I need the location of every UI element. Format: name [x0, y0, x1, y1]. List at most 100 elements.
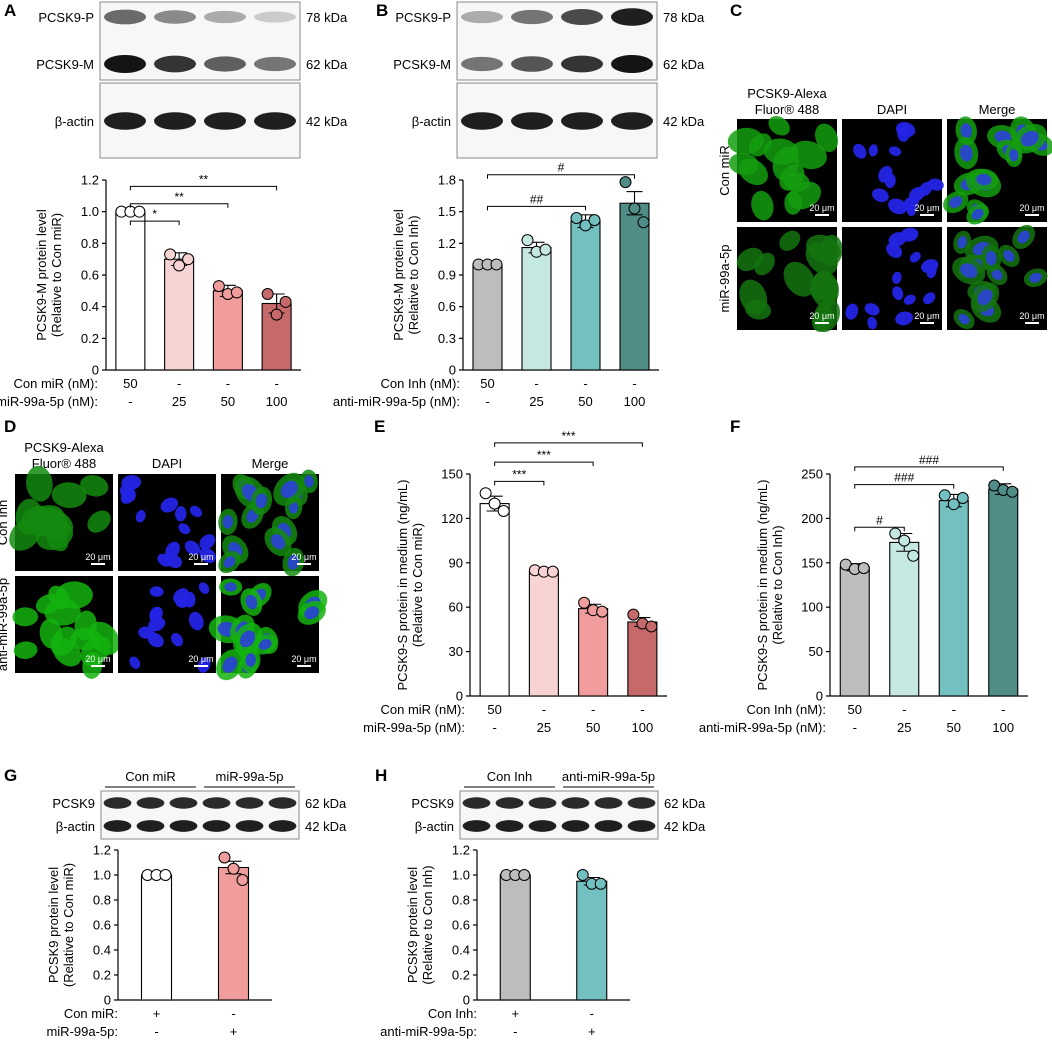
- condition-value: 25: [529, 394, 543, 409]
- data-point: [539, 243, 552, 256]
- significance-label: ***: [512, 467, 526, 481]
- data-point: [637, 216, 650, 229]
- cell-nucleus: [188, 611, 204, 631]
- y-tick-label: 1.2: [81, 173, 99, 188]
- cell-nucleus: [1009, 149, 1019, 162]
- condition-label: anti-miR-99a-5p (nM):: [699, 720, 826, 735]
- bar: [938, 500, 969, 697]
- significance-bracket: [494, 461, 594, 467]
- cell-cytoplasm: [51, 482, 87, 509]
- cell-cytoplasm: [783, 172, 810, 192]
- data-point: [579, 219, 592, 232]
- condition-label: Con Inh (nM):: [747, 702, 826, 717]
- cell-nucleus: [949, 196, 963, 208]
- data-point: [230, 286, 243, 299]
- cell-nucleus: [304, 475, 314, 488]
- y-tick-label: 0.6: [438, 299, 456, 314]
- blot-kda-label: 62 kDa: [663, 57, 705, 72]
- column-label: Fluor® 488: [755, 102, 820, 117]
- panel-letter: D: [4, 417, 16, 436]
- blot-row-label: β-actin: [55, 114, 94, 129]
- group-label: Con Inh: [487, 769, 533, 784]
- significance-label: #: [876, 513, 883, 527]
- blot-row-label: PCSK9-M: [36, 57, 94, 72]
- condition-label: miR-99a-5p (nM):: [0, 394, 98, 409]
- bar: [115, 211, 146, 371]
- y-tick-label: 250: [801, 467, 823, 482]
- blot-band: [511, 112, 553, 130]
- y-tick-label: 1.0: [452, 868, 470, 883]
- bar: [528, 571, 559, 697]
- y-tick-label: 100: [801, 600, 823, 615]
- condition-value: 50: [578, 394, 592, 409]
- data-point: [227, 862, 240, 875]
- panel-letter: A: [4, 1, 16, 20]
- cell-cytoplasm: [50, 626, 77, 656]
- data-point: [578, 596, 591, 609]
- condition-label: Con Inh:: [428, 1006, 477, 1021]
- bar: [627, 621, 658, 697]
- cell-nucleus: [1029, 272, 1042, 283]
- cell-nucleus: [222, 514, 234, 529]
- panel-letter: B: [376, 1, 388, 20]
- western-blot: PCSK9 62 kDa β-actin 42 kDa: [411, 790, 706, 840]
- blot-band: [511, 56, 553, 72]
- y-axis-label: (Relative to Con Inh): [406, 215, 421, 334]
- cell-nucleus: [872, 188, 889, 203]
- cell-nucleus: [129, 656, 141, 669]
- panel-letter: E: [374, 417, 385, 436]
- bar: [217, 866, 250, 1001]
- scale-label: 20 μm: [914, 203, 939, 213]
- condition-label: Con miR (nM):: [13, 376, 98, 391]
- scale-label: 20 μm: [291, 552, 316, 562]
- significance-label: #: [558, 161, 565, 175]
- cell-cytoplasm: [748, 133, 772, 157]
- row-label: anti-miR-99a-5p: [0, 578, 10, 671]
- bar: [164, 258, 195, 371]
- cell-cytoplasm: [87, 510, 111, 533]
- cell-nucleus: [255, 493, 268, 509]
- y-tick-label: 60: [449, 600, 463, 615]
- y-axis-label: PCSK9 protein level: [46, 867, 61, 983]
- panel-letter: G: [4, 766, 17, 785]
- condition-label: miR-99a-5p (nM):: [363, 720, 465, 735]
- bar-chart: 0 0.2 0.4 0.6 0.8 1.0 1.2 PCSK9 protein level (R…: [380, 843, 630, 1039]
- condition-value: -: [492, 720, 496, 735]
- data-point: [889, 527, 902, 540]
- data-point: [521, 234, 534, 247]
- condition-value: 100: [632, 720, 654, 735]
- condition-value: +: [588, 1024, 596, 1039]
- blot-band: [235, 797, 264, 809]
- data-point: [518, 869, 531, 881]
- data-point: [628, 202, 641, 215]
- y-tick-label: 150: [441, 467, 463, 482]
- cell-nucleus: [184, 540, 200, 556]
- y-axis-label: (Relative to Con miR): [61, 863, 76, 987]
- blot-kda-label: 62 kDa: [306, 57, 348, 72]
- cell-nucleus: [165, 541, 180, 559]
- scale-label: 20 μm: [291, 654, 316, 664]
- scale-label: 20 μm: [1019, 203, 1044, 213]
- condition-value: -: [534, 376, 538, 391]
- blot-band: [528, 797, 557, 809]
- blot-band: [611, 112, 653, 130]
- y-axis-label: PCSK9-S protein in medium (ng/mL): [395, 480, 410, 691]
- condition-label: anti-miR-99a-5p:: [380, 1024, 477, 1039]
- y-tick-label: 0.4: [93, 943, 111, 958]
- cell-nucleus: [289, 501, 299, 514]
- data-point: [133, 205, 146, 218]
- cell-cytoplasm: [738, 158, 768, 186]
- significance-bracket: [854, 466, 1004, 471]
- data-point: [898, 534, 911, 547]
- condition-value: 50: [848, 702, 862, 717]
- cell-nucleus: [886, 243, 903, 258]
- condition-value: 25: [537, 720, 551, 735]
- blot-band: [561, 797, 590, 809]
- y-axis-label: PCSK9-M protein level: [391, 209, 406, 341]
- bar-chart: 0 50 100 150 200 250 PCSK9-S protein in medium…: [699, 453, 1028, 735]
- cell-nucleus: [853, 143, 867, 159]
- condition-value: -: [154, 1024, 158, 1039]
- data-point: [497, 505, 510, 517]
- cell-cytoplasm: [13, 641, 38, 659]
- bar: [578, 608, 609, 697]
